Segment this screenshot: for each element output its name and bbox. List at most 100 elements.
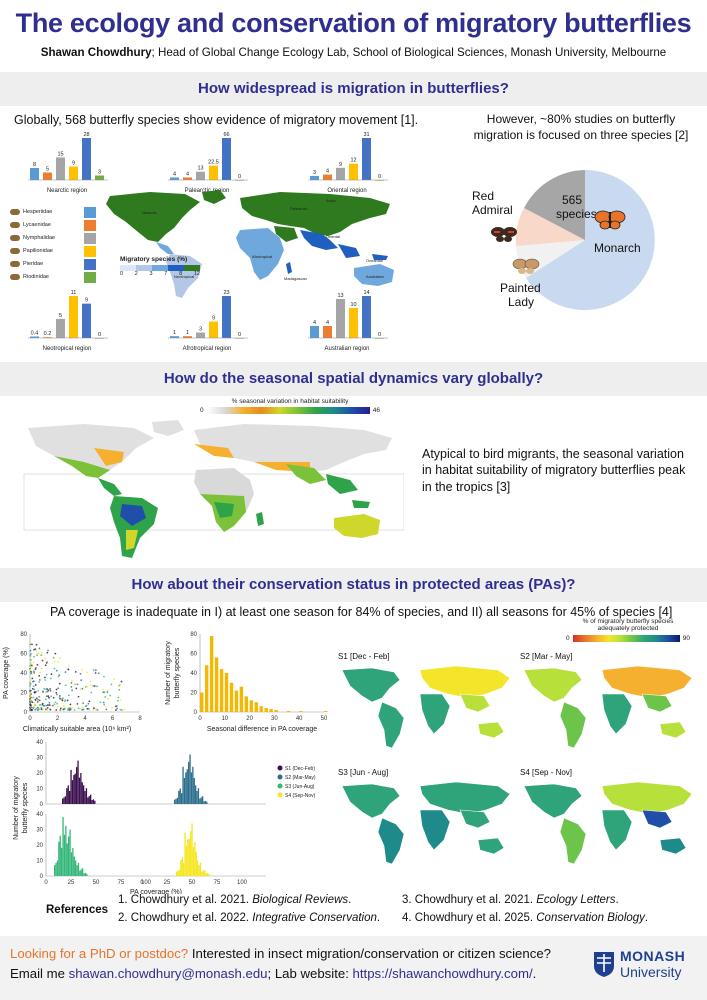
scatter-y-tick: 40	[20, 671, 27, 677]
scatter-point	[106, 691, 109, 693]
regional-bar	[375, 180, 384, 181]
season-bar	[183, 862, 185, 876]
season-x-tick: 100	[237, 880, 248, 886]
pie-label-other-line2: species	[556, 207, 597, 221]
scatter-point	[35, 697, 38, 700]
season-map-region	[419, 781, 511, 815]
scatter-point	[36, 663, 39, 666]
regional-chart: 3 4 9 12 31 0 Oriental region	[308, 132, 388, 194]
season-x-tick: 75	[214, 880, 221, 886]
season-map-region	[459, 693, 491, 713]
scatter-point	[99, 701, 102, 704]
scatter-point	[55, 669, 58, 672]
season-map-region	[641, 693, 673, 713]
section3-text: PA coverage is inadequate in I) at least…	[50, 605, 673, 619]
scatter-point	[32, 661, 35, 664]
season-bar	[80, 773, 82, 804]
season-bar	[205, 873, 207, 876]
lab-website-link[interactable]: https://shawanchowdhury.com/	[352, 966, 533, 981]
scatter-y-tick: 80	[20, 632, 27, 638]
regional-bar-label: 13	[337, 293, 343, 299]
scatter-point	[44, 664, 47, 667]
scatter-point	[64, 684, 67, 687]
regional-chart: 0.4 0.2 5 11 9 0 Neotropical region	[28, 290, 108, 352]
family-legend-item: Nymphalidae	[10, 232, 96, 244]
season-bar	[185, 772, 187, 804]
regional-bar-label: 0.4	[31, 330, 39, 336]
pie-label-red-admiral-line2: Admiral	[472, 203, 513, 217]
scatter-point	[103, 691, 106, 694]
season-x-tick: 75	[118, 880, 125, 886]
author-line: Shawan Chowdhury; Head of Global Change …	[0, 46, 707, 59]
scatter-point	[32, 648, 35, 651]
season-map-region	[419, 693, 451, 735]
map-africa	[236, 228, 284, 280]
season-maps-grid: S1 [Dec - Feb] S2 [Mar - May] S3 [Jun - Au…	[338, 652, 698, 877]
butterfly-icon	[10, 222, 20, 228]
scatter-point	[62, 697, 64, 700]
scatter-point	[52, 690, 55, 693]
scatter-point	[29, 643, 31, 646]
regional-bar	[170, 177, 179, 180]
scatter-point	[40, 651, 43, 654]
scatter-point	[29, 695, 32, 698]
scatter-point	[117, 696, 120, 699]
season-bar	[193, 777, 195, 804]
season-bar	[184, 832, 186, 876]
scatter-point	[93, 685, 96, 687]
scatter-point	[30, 671, 33, 674]
reference-4: 4. Chowdhury et al. 2025. Conservation B…	[402, 912, 649, 924]
regional-bar	[209, 321, 218, 338]
pie-label-painted-lady-line1: Painted	[500, 281, 541, 295]
scatter-point	[106, 689, 109, 692]
season-bar	[189, 754, 191, 804]
pie-label-other-line1: 565	[562, 193, 582, 207]
email-link[interactable]: shawan.chowdhury@monash.edu	[68, 966, 268, 981]
seasonal-variation-map	[23, 420, 404, 558]
season-map-shape	[523, 665, 693, 749]
scatter-point	[33, 691, 36, 694]
regional-bar	[30, 336, 39, 338]
scatter-point	[36, 701, 39, 703]
season-map-region	[601, 665, 693, 699]
scatter-point	[68, 664, 70, 667]
season-bar	[198, 865, 200, 876]
scatter-point	[81, 708, 84, 711]
season-y-tick: 20	[36, 843, 43, 849]
family-legend-item: Lycaenidae	[10, 219, 96, 231]
season-map-region	[601, 693, 633, 735]
scatter-point	[34, 708, 37, 711]
scatter-point	[102, 701, 105, 704]
scatter-point	[43, 687, 46, 690]
scatter-point	[71, 689, 73, 692]
scatter-point	[57, 687, 60, 690]
season-map-region	[341, 667, 401, 703]
map-label-oriental: Oriental	[326, 234, 340, 239]
regional-bar	[43, 337, 52, 338]
reference-2: 2. Chowdhury et al. 2022. Integrative Co…	[118, 912, 381, 924]
scatter-point	[119, 698, 122, 701]
season-bar	[56, 860, 59, 876]
scatter-point	[32, 707, 35, 709]
scatter-point	[69, 703, 72, 706]
scatter-point	[47, 689, 50, 692]
season-x-label: PA coverage (%)	[130, 889, 182, 894]
scatter-point	[120, 709, 123, 711]
scatter-point	[55, 691, 58, 694]
map-label-nearctic: Nearctic	[142, 210, 157, 215]
scatter-point	[45, 688, 47, 691]
scatter-point	[31, 677, 34, 680]
regional-bar-label: 23	[223, 290, 229, 296]
season-x-tick: 0	[140, 880, 144, 886]
scatter-point	[46, 662, 49, 665]
season-map-region	[641, 809, 673, 829]
season-map: S2 [Mar - May]	[520, 652, 696, 762]
author-name: Shawan Chowdhury	[40, 46, 152, 59]
scatter-point	[64, 707, 67, 710]
season-map-region	[377, 817, 405, 865]
family-legend-label: Hesperiidae	[23, 209, 53, 215]
scatter-point	[29, 709, 31, 711]
scatter-point	[84, 686, 87, 688]
scatter-point	[110, 683, 113, 686]
